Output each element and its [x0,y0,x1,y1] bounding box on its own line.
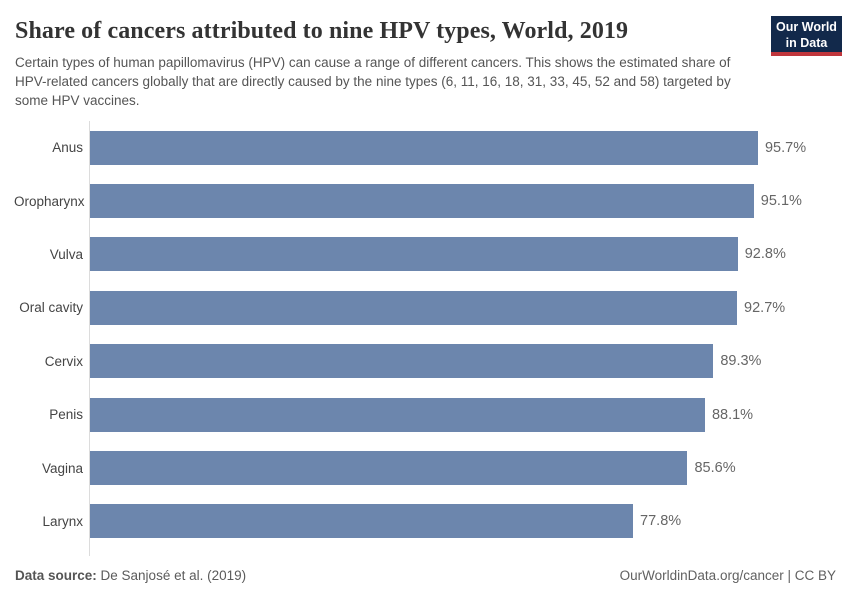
category-label: Anus [52,140,83,156]
chart-row: Vagina 85.6% [42,441,850,494]
bar-track: 92.7% [90,290,788,325]
category-label: Larynx [42,513,83,529]
value-label: 95.7% [764,139,807,156]
bar[interactable] [90,397,705,432]
bar[interactable] [90,184,754,219]
value-label: 85.6% [694,460,736,477]
chart-footer: Data source: De Sanjosé et al. (2019) Ou… [15,568,836,583]
category-label: Vulva [49,246,83,262]
chart-header: Share of cancers attributed to nine HPV … [0,0,850,110]
chart-area: Anus 95.7% Oropharynx 95.1% Vulva 92.8% … [14,121,850,557]
category-label: Oral cavity [19,300,83,316]
chart-row: Penis 88.1% [49,388,850,441]
category-label: Oropharynx [14,193,85,209]
bar[interactable] [90,344,714,379]
data-source-text: De Sanjosé et al. (2019) [96,568,247,583]
chart-row: Larynx 77.8% [42,495,850,548]
bar-track: 85.6% [90,451,788,486]
owid-logo-line1: Our World [776,20,837,34]
chart-subtitle: Certain types of human papillomavirus (H… [15,55,731,108]
bar[interactable] [90,130,758,165]
category-label: Cervix [44,353,83,369]
value-label: 95.1% [760,193,802,210]
category-label: Vagina [41,460,83,476]
bar-track: 92.8% [90,237,788,272]
value-label: 92.8% [744,246,786,263]
chart-row: Anus 95.7% [52,121,850,174]
owid-logo[interactable]: Our World in Data [771,16,842,56]
bar-track: 95.1% [90,184,802,219]
chart-row: Oral cavity 92.7% [19,281,850,334]
bar[interactable] [90,290,738,325]
title-block: Share of cancers attributed to nine HPV … [15,16,771,110]
chart-row: Oropharynx 95.1% [14,174,850,227]
chart-row: Vulva 92.8% [50,228,850,281]
value-label: 89.3% [720,353,762,370]
owid-logo-line2: in Data [785,36,828,50]
value-label: 88.1% [711,406,754,423]
bar[interactable] [90,504,634,539]
bar[interactable] [90,237,738,272]
value-label: 77.8% [640,513,682,530]
bar-track: 89.3% [90,344,788,379]
value-label: 92.7% [744,299,786,316]
license-link[interactable]: OurWorldinData.org/cancer | CC BY [619,568,836,583]
bar-track: 77.8% [90,504,788,539]
chart-title: Share of cancers attributed to nine HPV … [15,18,629,44]
chart-rows: Anus 95.7% Oropharynx 95.1% Vulva 92.8% … [14,121,850,557]
bar-track: 95.7% [90,130,806,165]
data-source-label: Data source: [15,568,97,583]
data-source: Data source: De Sanjosé et al. (2019) [15,568,246,583]
category-label: Penis [49,407,83,423]
bar-track: 88.1% [90,397,788,432]
bar[interactable] [90,451,688,486]
chart-row: Cervix 89.3% [45,335,850,388]
